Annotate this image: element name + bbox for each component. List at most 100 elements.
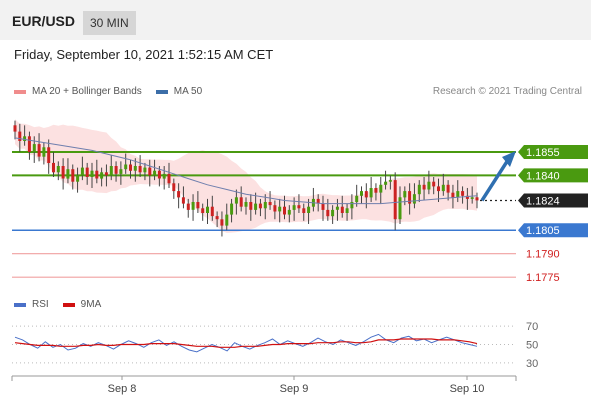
- candle-body: [210, 206, 214, 217]
- candle-body: [374, 188, 378, 193]
- legend-label-ma50: MA 50: [173, 86, 203, 97]
- candle-body: [263, 202, 267, 209]
- candle-body: [32, 144, 36, 152]
- legend-label-rsi: RSI: [32, 299, 49, 310]
- candle-body: [403, 191, 407, 198]
- candle-body: [52, 162, 55, 173]
- candle-body: [398, 197, 402, 220]
- candle-body: [239, 197, 243, 207]
- candle-body: [201, 208, 205, 213]
- candle-body: [172, 183, 176, 192]
- candle-body: [369, 188, 373, 198]
- candle-body: [446, 184, 450, 193]
- legend-ma-bb: MA 20 + Bollinger Bands: [14, 86, 142, 97]
- credit-text: Research © 2021 Trading Central: [432, 86, 582, 97]
- candle-body: [326, 209, 330, 217]
- candle-body: [196, 202, 200, 209]
- candle-body: [133, 166, 137, 171]
- candle-body: [297, 205, 301, 209]
- candle-body: [461, 191, 465, 196]
- candle-body: [71, 169, 75, 182]
- candle-body: [104, 172, 108, 176]
- candle-body: [307, 206, 311, 213]
- candle-body: [143, 167, 147, 173]
- candle-body: [254, 203, 258, 210]
- candle-body: [18, 131, 22, 141]
- candle-body: [287, 209, 291, 215]
- candle-body: [432, 181, 436, 187]
- x-tick-label-1: Sep 9: [280, 383, 309, 395]
- candle-body: [129, 164, 132, 171]
- candle-body: [335, 206, 339, 210]
- candle-body: [345, 208, 349, 213]
- candle-body: [408, 191, 412, 204]
- candle-body: [441, 184, 445, 192]
- candle-body: [249, 202, 253, 210]
- candle-body: [119, 169, 123, 174]
- candle-body: [393, 180, 397, 220]
- level-tag-0: [518, 144, 588, 159]
- candle-body: [124, 164, 128, 170]
- candle-body: [37, 144, 41, 157]
- candle-body: [465, 195, 469, 199]
- header-bar: EUR/USD 30 MIN: [0, 0, 591, 40]
- candle-body: [13, 125, 17, 132]
- rsi-ma9-line: [14, 338, 478, 348]
- candle-body: [384, 181, 388, 185]
- candle-body: [230, 203, 234, 215]
- candle-body: [427, 181, 431, 190]
- candle-body: [47, 147, 51, 163]
- candle-body: [181, 197, 185, 204]
- candle-body: [388, 180, 392, 182]
- candle-body: [273, 205, 277, 212]
- timeframe-badge[interactable]: 30 MIN: [83, 11, 136, 35]
- legend-rsi: RSI: [14, 299, 49, 310]
- candle-body: [157, 170, 161, 179]
- candle-body: [225, 214, 229, 226]
- x-tick-label-2: Sep 10: [450, 383, 485, 395]
- candle-body: [220, 219, 224, 226]
- price-legend: MA 20 + Bollinger Bands MA 50: [14, 86, 216, 97]
- rsi-legend: RSI 9MA: [14, 299, 115, 310]
- candle-body: [470, 197, 474, 199]
- level-label-1: 1.1840: [526, 170, 560, 182]
- forecast-arrow: [480, 159, 510, 202]
- candle-body: [191, 202, 195, 210]
- legend-ma50: MA 50: [155, 86, 203, 97]
- candle-body: [56, 166, 60, 173]
- candle-body: [321, 203, 325, 210]
- candle-body: [167, 173, 171, 184]
- legend-swatch-rsi: [14, 302, 26, 307]
- candle-body: [80, 167, 84, 176]
- legend-swatch-9ma: [62, 302, 75, 307]
- rsi-level-label-1: 50: [526, 340, 538, 352]
- candle-body: [42, 147, 46, 157]
- forecast-arrowhead: [502, 150, 516, 167]
- level-tag-1: [518, 168, 588, 183]
- candle-body: [162, 173, 166, 179]
- candle-body: [456, 191, 460, 198]
- level-label-2: 1.1824: [526, 195, 560, 207]
- candle-body: [331, 209, 335, 217]
- legend-swatch-ma-bb: [14, 89, 26, 94]
- candle-body: [85, 167, 89, 177]
- rsi-level-label-2: 30: [526, 358, 538, 370]
- candle-body: [258, 203, 262, 209]
- candle-body: [451, 192, 455, 198]
- candle-body: [138, 166, 142, 173]
- candle-body: [95, 170, 99, 179]
- candle-body: [340, 206, 344, 213]
- level-label-4: 1.1790: [526, 249, 560, 261]
- candle-body: [437, 186, 440, 192]
- candle-body: [355, 195, 359, 203]
- candle-body: [360, 191, 363, 196]
- candle-body: [109, 166, 113, 176]
- candle-body: [292, 205, 296, 210]
- level-label-3: 1.1805: [526, 225, 560, 237]
- instrument-symbol: EUR/USD: [12, 13, 76, 29]
- candle-body: [90, 170, 94, 177]
- legend-label-9ma: 9MA: [80, 299, 102, 310]
- candle-body: [302, 208, 306, 213]
- candle-body: [215, 216, 219, 220]
- level-label-0: 1.1855: [526, 147, 560, 159]
